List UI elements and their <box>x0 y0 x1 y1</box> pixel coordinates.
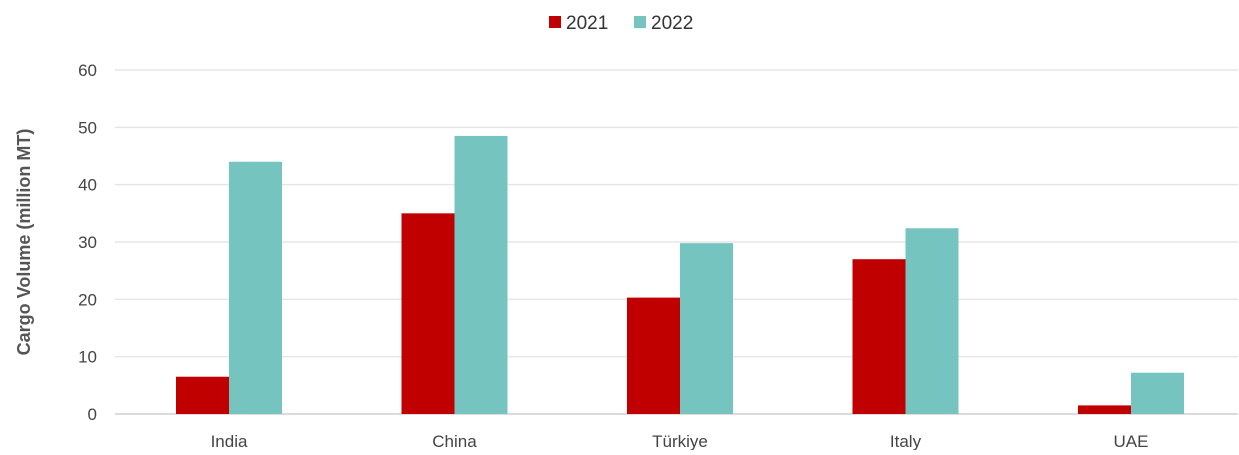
bar-2021-uae <box>1078 405 1131 414</box>
bar-2022-italy <box>905 228 959 414</box>
x-category-label: China <box>432 432 477 450</box>
bar-2021-india <box>176 376 229 414</box>
bars <box>176 135 1184 414</box>
bar-2022-china <box>454 135 508 414</box>
x-category-label: India <box>211 432 248 450</box>
bar-2021-italy <box>852 259 906 414</box>
bar-2022-india <box>229 161 282 414</box>
x-axis-categories: India China Türkiye Italy UAE <box>211 432 1149 451</box>
y-axis-ticks: 0 10 20 30 40 50 60 <box>78 61 97 424</box>
bar-2022-uae <box>1131 372 1184 414</box>
legend-label-2021: 2021 <box>566 13 608 34</box>
y-tick-label: 20 <box>78 290 97 309</box>
y-tick-label: 30 <box>78 233 97 252</box>
y-tick-label: 50 <box>78 118 97 137</box>
legend-swatch-2021 <box>549 16 561 28</box>
y-tick-label: 40 <box>78 176 97 195</box>
bar-2021-türkiye <box>627 297 680 414</box>
y-tick-label: 60 <box>78 61 97 80</box>
y-tick-label: 0 <box>88 405 97 424</box>
legend-label-2022: 2022 <box>651 13 693 34</box>
x-category-label: Italy <box>890 432 922 450</box>
bar-2021-china <box>401 213 455 414</box>
y-tick-label: 10 <box>78 348 97 367</box>
y-axis-title: Cargo Volume (million MT) <box>14 129 34 356</box>
legend: 2021 2022 <box>549 13 693 34</box>
x-category-label: UAE <box>1114 432 1149 450</box>
x-category-label: Türkiye <box>652 432 708 450</box>
bar-2022-türkiye <box>680 243 733 414</box>
legend-swatch-2022 <box>634 16 646 28</box>
